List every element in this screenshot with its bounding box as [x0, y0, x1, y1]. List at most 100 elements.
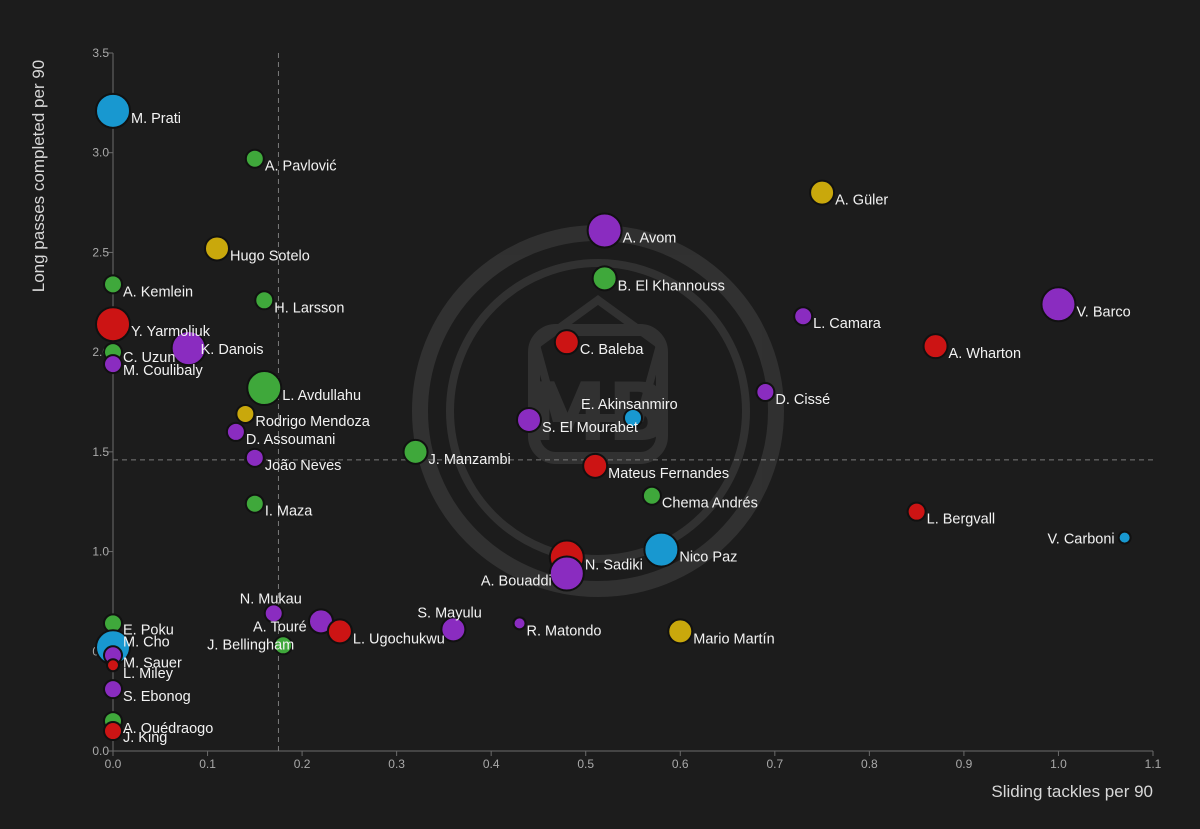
data-point[interactable]: [755, 382, 776, 403]
point-label: M. Coulibaly: [123, 363, 204, 379]
x-tick-label: 0.8: [861, 757, 878, 771]
data-point[interactable]: [106, 658, 120, 673]
point-label: J. King: [123, 730, 167, 746]
x-tick-label: 0.2: [294, 757, 311, 771]
data-point[interactable]: [553, 329, 580, 356]
data-point[interactable]: [246, 370, 283, 407]
point-label: C. Uzun: [123, 350, 175, 366]
point-label: E. Poku: [123, 622, 174, 638]
point-label: M. Sauer: [123, 655, 182, 671]
point-label: João Neves: [265, 458, 342, 474]
point-label: L. Camara: [813, 316, 882, 332]
data-point[interactable]: [95, 92, 131, 129]
point-label: B. El Khannouss: [618, 278, 725, 294]
point-label: E. Akinsanmiro: [581, 397, 678, 413]
point-label: M. Prati: [131, 111, 181, 127]
point-label: A. Avom: [623, 230, 677, 246]
point-label: A. Wharton: [949, 346, 1022, 362]
point-label: Chema Andrés: [662, 496, 758, 512]
data-point[interactable]: [1117, 530, 1132, 545]
point-label: C. Baleba: [580, 342, 645, 358]
point-label: M. Cho: [123, 634, 170, 650]
data-point[interactable]: [582, 452, 609, 479]
data-point[interactable]: [793, 306, 814, 327]
data-point[interactable]: [244, 148, 265, 169]
point-label: Nico Paz: [679, 550, 737, 566]
x-tick-label: 0.5: [577, 757, 594, 771]
point-label: A. Bouaddi: [481, 574, 552, 590]
data-point[interactable]: [1040, 286, 1077, 323]
point-label: J. Bellingham: [207, 637, 294, 653]
point-label: L. Ugochukwu: [353, 631, 445, 647]
point-label: N. Mukau: [240, 591, 302, 607]
point-label: I. Maza: [265, 504, 313, 520]
point-label: R. Matondo: [527, 623, 602, 639]
x-tick-label: 1.1: [1145, 757, 1162, 771]
y-tick-label: 1.5: [92, 445, 109, 459]
point-label: Mateus Fernandes: [608, 466, 729, 482]
data-point[interactable]: [440, 616, 467, 643]
point-label: Hugo Sotelo: [230, 248, 310, 264]
data-point[interactable]: [402, 438, 429, 465]
data-point[interactable]: [809, 179, 836, 206]
y-tick-label: 1.0: [92, 545, 109, 559]
data-point[interactable]: [235, 403, 256, 424]
point-label: V. Barco: [1076, 304, 1130, 320]
data-point[interactable]: [244, 493, 265, 514]
x-tick-label: 1.0: [1050, 757, 1067, 771]
axes: 0.00.10.20.30.40.50.60.70.80.91.01.10.00…: [92, 46, 1161, 771]
x-tick-label: 0.3: [388, 757, 405, 771]
x-tick-label: 0.7: [766, 757, 783, 771]
point-label: Y. Yarmoliuk: [131, 324, 211, 340]
data-point[interactable]: [516, 406, 542, 433]
point-label: D. Cissé: [775, 392, 830, 408]
data-point[interactable]: [667, 618, 694, 645]
y-tick-label: 3.5: [92, 46, 109, 60]
data-point[interactable]: [922, 333, 949, 360]
data-point[interactable]: [623, 407, 643, 428]
x-tick-label: 0.1: [199, 757, 216, 771]
y-axis-title: Long passes completed per 90: [29, 60, 48, 293]
point-label: A. Ouédraogo: [123, 721, 213, 737]
point-label: V. Carboni: [1047, 532, 1114, 548]
data-point[interactable]: [103, 354, 123, 375]
x-axis-title: Sliding tackles per 90: [991, 782, 1153, 801]
x-tick-label: 0.6: [672, 757, 689, 771]
data-point[interactable]: [244, 447, 265, 468]
data-point[interactable]: [591, 265, 618, 292]
labels-layer: M. Prati A. Pavlović A. Güler A. Avom Hugo S…: [123, 111, 1131, 746]
data-point[interactable]: [95, 306, 131, 343]
data-point[interactable]: [254, 290, 275, 311]
data-point[interactable]: [204, 235, 230, 262]
point-label: A. Güler: [835, 193, 888, 209]
y-tick-label: 2.5: [92, 245, 109, 259]
data-point[interactable]: [103, 274, 123, 295]
data-point[interactable]: [103, 679, 123, 700]
point-label: N. Sadiki: [585, 558, 643, 574]
point-label: L. Miley: [123, 666, 174, 682]
data-point[interactable]: [586, 212, 623, 249]
data-point[interactable]: [512, 616, 527, 631]
x-tick-label: 0.9: [956, 757, 973, 771]
data-point[interactable]: [170, 330, 207, 367]
data-point[interactable]: [641, 485, 662, 506]
point-label: J. Manzambi: [429, 452, 511, 468]
point-label: A. Kemlein: [123, 284, 193, 300]
point-label: L. Avdullahu: [282, 388, 361, 404]
data-point[interactable]: [103, 721, 123, 742]
data-point[interactable]: [643, 531, 680, 568]
y-tick-label: 3.0: [92, 146, 109, 160]
data-point[interactable]: [548, 555, 585, 592]
point-label: Rodrigo Mendoza: [255, 414, 370, 430]
x-tick-label: 0.4: [483, 757, 500, 771]
data-point[interactable]: [906, 501, 927, 522]
point-label: S. Ebonog: [123, 689, 191, 705]
data-point[interactable]: [326, 618, 353, 645]
data-point[interactable]: [225, 421, 246, 442]
y-tick-label: 0.0: [92, 744, 109, 758]
point-label: H. Larsson: [274, 300, 344, 316]
data-point[interactable]: [263, 603, 284, 624]
points-layer: [95, 92, 1132, 742]
data-point[interactable]: [273, 635, 294, 656]
